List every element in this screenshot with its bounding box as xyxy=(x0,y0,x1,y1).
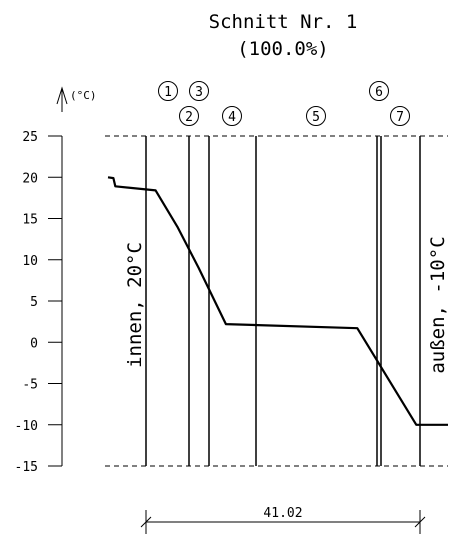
layer-marker-2: 2 xyxy=(179,106,199,126)
svg-text:4: 4 xyxy=(228,110,236,125)
y-tick-label: 0 xyxy=(30,336,38,351)
inside-label: innen, 20°C xyxy=(124,242,146,368)
y-axis-arrow-icon xyxy=(56,86,68,112)
y-tick-label: 20 xyxy=(22,171,38,186)
dimension-label: 41.02 xyxy=(263,506,302,521)
y-tick-label: 5 xyxy=(30,295,38,310)
y-axis-ticks: 25 20 15 10 5 0 -5 -10 -15 xyxy=(15,130,62,475)
y-tick-label: -15 xyxy=(15,460,38,475)
chart-title: Schnitt Nr. 1 xyxy=(209,11,358,33)
layer-marker-6: 6 xyxy=(369,81,389,101)
layer-marker-1: 1 xyxy=(158,81,178,101)
svg-text:5: 5 xyxy=(312,110,320,125)
layer-marker-5: 5 xyxy=(306,106,326,126)
layer-boundaries xyxy=(145,136,421,466)
dimension-line xyxy=(140,510,426,534)
y-tick-label: 25 xyxy=(22,130,38,145)
layer-marker-3: 3 xyxy=(189,81,209,101)
y-tick-label: 10 xyxy=(22,254,38,269)
svg-text:3: 3 xyxy=(195,85,203,100)
layer-markers: 1 3 2 4 5 6 7 xyxy=(158,81,410,126)
temperature-profile-line xyxy=(107,176,448,426)
y-axis-unit-label: (°C) xyxy=(70,89,97,102)
svg-text:2: 2 xyxy=(185,110,193,125)
y-tick-label: -5 xyxy=(22,378,38,393)
outside-label: außen, -10°C xyxy=(427,236,449,373)
y-tick-label: -10 xyxy=(15,419,38,434)
svg-text:6: 6 xyxy=(375,85,383,100)
y-tick-label: 15 xyxy=(22,213,38,228)
svg-text:1: 1 xyxy=(164,85,172,100)
layer-marker-4: 4 xyxy=(222,106,242,126)
chart-subtitle: (100.0%) xyxy=(237,38,329,60)
layer-marker-7: 7 xyxy=(390,106,410,126)
svg-text:7: 7 xyxy=(396,110,404,125)
